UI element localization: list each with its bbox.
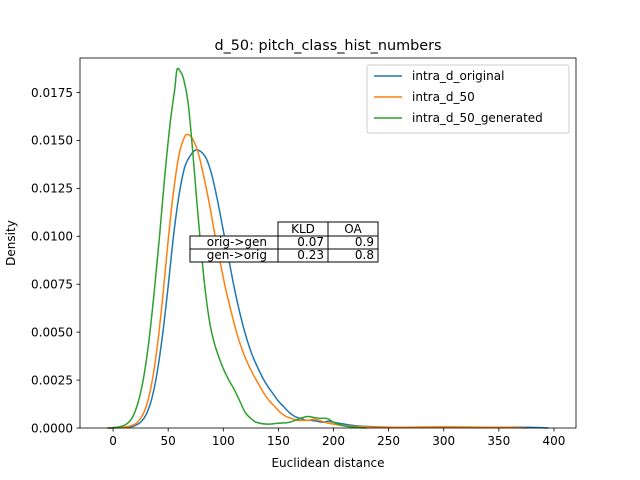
series-line-intra-d-50-generated — [107, 67, 367, 429]
table-cell — [327, 248, 379, 263]
table-value-gen-orig-kld: 0.23 — [297, 248, 324, 262]
table-value-orig-gen-oa: 0.9 — [355, 235, 374, 249]
table-header-kld: KLD — [291, 222, 315, 236]
series-layer — [107, 67, 549, 429]
x-tick-label: 100 — [212, 434, 235, 448]
y-tick-label: 0.0075 — [31, 278, 73, 292]
legend: intra_d_original intra_d_50 intra_d_50_g… — [366, 64, 570, 134]
plot-area-frame — [79, 57, 577, 429]
y-tick-label: 0.0100 — [31, 230, 73, 244]
legend-label-intra-d-50-generated: intra_d_50_generated — [412, 111, 543, 125]
x-tick-label: 200 — [322, 434, 345, 448]
y-axis-label: Density — [4, 220, 18, 266]
x-axis: 0 50 100 150 200 250 300 350 400 — [109, 428, 565, 448]
x-tick-label: 150 — [267, 434, 290, 448]
x-tick-label: 300 — [432, 434, 455, 448]
legend-frame — [366, 64, 570, 134]
x-tick-label: 250 — [377, 434, 400, 448]
y-tick-label: 0.0125 — [31, 182, 73, 196]
table-value-gen-orig-oa: 0.8 — [355, 248, 374, 262]
y-tick-label: 0.0050 — [31, 325, 73, 339]
x-tick-label: 0 — [109, 434, 117, 448]
y-axis: 0.0000 0.0025 0.0050 0.0075 0.0100 0.0125 0.01… — [31, 86, 80, 435]
x-axis-label: Euclidean distance — [271, 456, 384, 470]
x-tick-label: 50 — [161, 434, 176, 448]
table-row-label-orig-gen: orig->gen — [207, 235, 267, 249]
stats-table: KLD OA orig->gen 0.07 0.9 gen->orig 0.23… — [189, 221, 379, 263]
table-row-label-gen-orig: gen->orig — [207, 248, 267, 262]
chart-title: d_50: pitch_class_hist_numbers — [214, 38, 441, 54]
table-value-orig-gen-kld: 0.07 — [297, 235, 324, 249]
legend-label-intra-d-original: intra_d_original — [412, 69, 504, 83]
y-tick-label: 0.0175 — [31, 86, 73, 100]
legend-label-intra-d-50: intra_d_50 — [412, 90, 475, 104]
x-tick-label: 400 — [543, 434, 566, 448]
y-tick-label: 0.0150 — [31, 134, 73, 148]
table-header-oa: OA — [344, 222, 362, 236]
y-tick-label: 0.0000 — [31, 421, 73, 435]
y-tick-label: 0.0025 — [31, 373, 73, 387]
x-tick-label: 350 — [487, 434, 510, 448]
